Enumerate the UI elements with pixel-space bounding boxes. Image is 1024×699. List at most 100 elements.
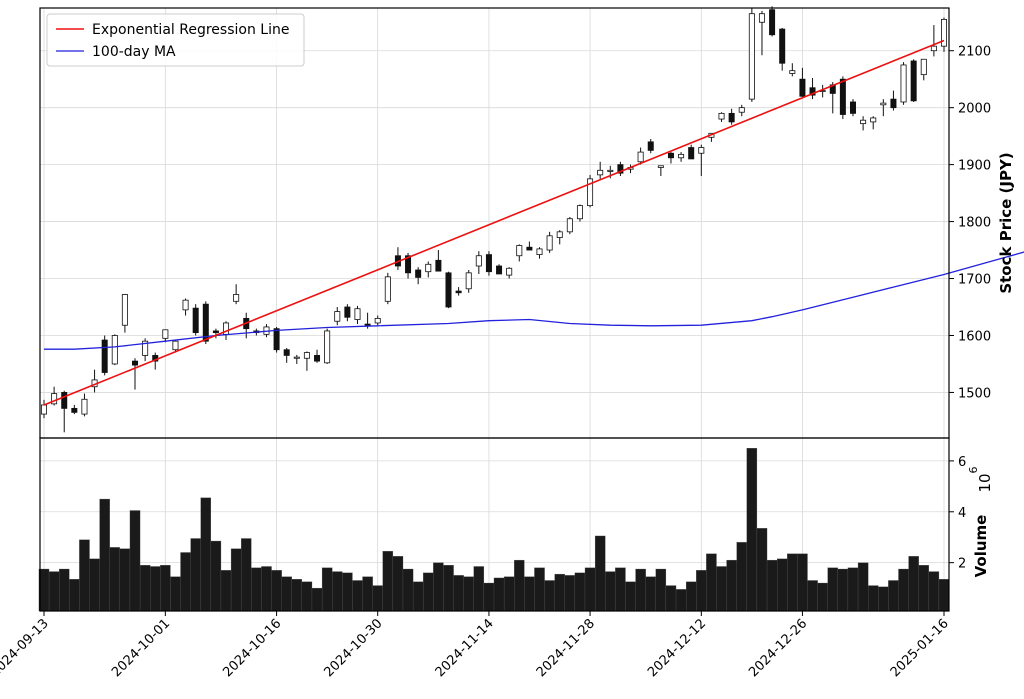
volume-bar xyxy=(241,538,252,612)
candle-body xyxy=(132,360,139,366)
price-tick-label: 1700 xyxy=(958,273,991,288)
volume-bar xyxy=(210,540,222,612)
candle-body xyxy=(809,87,816,96)
volume-bar xyxy=(928,571,940,612)
volume-bar xyxy=(918,565,929,612)
volume-bar xyxy=(109,547,120,612)
candle-body xyxy=(506,267,513,276)
price-axis: 1500 1600 1700 1800 1900 2000 2100 xyxy=(949,45,991,401)
volume-bar xyxy=(89,558,100,612)
volume-bar xyxy=(453,575,464,612)
price-axis-label: Stock Price (JPY) xyxy=(997,152,1015,293)
volume-panel-frame xyxy=(39,437,950,612)
price-gridlines xyxy=(40,8,949,438)
volume-bar xyxy=(332,571,343,612)
volume-bar xyxy=(766,559,778,612)
volume-tick-label: 6 xyxy=(958,455,966,470)
candle-body xyxy=(617,164,624,174)
volume-bar xyxy=(908,556,919,612)
legend-box xyxy=(46,13,305,67)
candle-body xyxy=(364,323,371,326)
candle-body xyxy=(212,330,219,334)
volume-bar xyxy=(473,566,485,612)
candle-body xyxy=(182,299,189,311)
volume-bar xyxy=(220,570,232,612)
volume-bar xyxy=(756,528,768,612)
date-tick-label: 2024-09-13 xyxy=(0,616,52,680)
candle-body xyxy=(324,330,331,364)
volume-bar xyxy=(837,568,849,612)
candle-body xyxy=(475,255,482,267)
candle-body xyxy=(587,178,594,207)
volume-bar xyxy=(99,498,110,612)
regression-line xyxy=(43,39,945,406)
candle-body xyxy=(728,112,735,123)
volume-bar xyxy=(200,497,212,612)
candle-body xyxy=(698,147,705,154)
candle-body xyxy=(526,246,533,251)
volume-bar xyxy=(615,567,626,612)
date-tick-label: 2024-11-14 xyxy=(433,616,497,680)
candle-body xyxy=(405,255,412,274)
volume-axis-label: Volume xyxy=(972,515,990,578)
volume-bar xyxy=(716,566,727,612)
candle-body xyxy=(870,117,877,123)
volume-bar xyxy=(230,548,242,612)
candle-body xyxy=(576,205,583,220)
legend: Exponential Regression Line 100-day MA xyxy=(46,13,305,67)
candle-body xyxy=(445,272,452,308)
price-tick-label: 1900 xyxy=(958,159,991,174)
volume-bar xyxy=(160,565,171,612)
volume-bar xyxy=(372,585,383,612)
candle-body xyxy=(344,306,351,318)
candle-body xyxy=(293,356,300,359)
candle-body xyxy=(910,60,917,102)
volume-bar xyxy=(675,589,687,612)
volume-bar xyxy=(868,585,879,612)
volume-bar xyxy=(362,576,373,612)
volume-bar xyxy=(898,568,909,612)
candle-body xyxy=(111,335,118,365)
candle-body xyxy=(718,112,725,120)
volume-bar xyxy=(170,576,181,612)
candle-body xyxy=(162,329,169,339)
volume-bar xyxy=(847,567,859,612)
legend-label-regression: Exponential Regression Line xyxy=(92,22,289,38)
date-tick-label: 2025-01-16 xyxy=(888,616,952,680)
candle-body xyxy=(799,78,806,97)
candle-body xyxy=(769,9,776,36)
volume-bar xyxy=(696,570,707,612)
volume-bar xyxy=(706,553,717,612)
volume-bar xyxy=(69,579,80,612)
candle-body xyxy=(41,404,48,415)
volume-bar xyxy=(321,567,333,612)
candle-body xyxy=(71,407,78,413)
volume-bar xyxy=(392,556,404,612)
volume-bar xyxy=(584,567,596,612)
volume-tick-label: 4 xyxy=(958,506,966,521)
price-tick-label: 2100 xyxy=(958,45,991,60)
candle-body xyxy=(789,70,796,74)
volume-bar xyxy=(564,575,576,612)
volume-tick-label: 2 xyxy=(958,557,966,572)
candle-body xyxy=(637,151,644,163)
volume-bar xyxy=(685,581,697,612)
volume-bar xyxy=(129,510,141,612)
candle-body xyxy=(546,235,553,251)
volume-bar xyxy=(48,571,60,612)
volume-bar xyxy=(534,567,545,612)
volume-bar xyxy=(352,580,363,612)
candle-body xyxy=(273,328,280,351)
candle-body xyxy=(61,392,68,409)
candle-body xyxy=(748,13,755,100)
volume-bar xyxy=(311,587,323,612)
volume-bar xyxy=(807,580,818,612)
candle-body xyxy=(81,398,88,415)
volume-bar xyxy=(281,576,292,612)
volume-bar xyxy=(726,559,737,612)
candle-body xyxy=(303,352,310,359)
volume-bar xyxy=(524,576,535,612)
volume-bar xyxy=(493,577,505,612)
candle-body xyxy=(556,231,563,238)
volume-bar xyxy=(251,567,262,612)
